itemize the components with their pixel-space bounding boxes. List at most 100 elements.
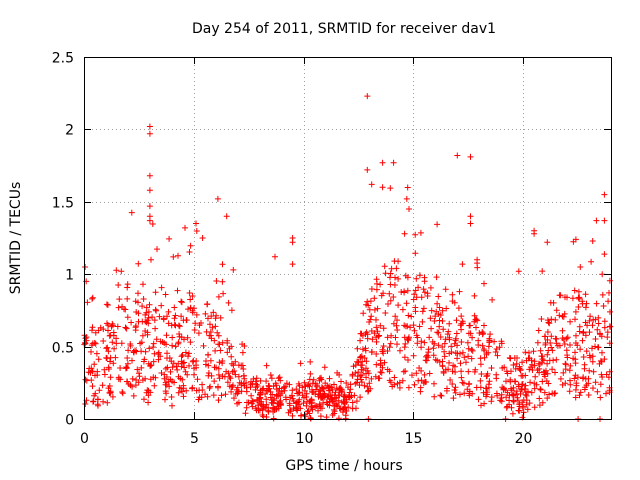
data-point [226, 373, 233, 380]
data-point [426, 334, 433, 341]
data-point [599, 374, 606, 380]
data-point [84, 299, 91, 306]
plot-frame [84, 57, 612, 420]
data-point [382, 310, 389, 316]
data-point [115, 374, 122, 381]
data-point [155, 349, 162, 356]
data-point [255, 402, 261, 409]
data-point [366, 306, 373, 313]
data-point [145, 308, 152, 315]
data-point [421, 289, 428, 296]
data-point [519, 403, 526, 410]
data-point [210, 309, 217, 316]
data-point [373, 286, 380, 293]
data-point [481, 280, 487, 287]
data-point [193, 220, 199, 227]
data-point [90, 398, 96, 405]
data-point [599, 349, 605, 356]
chart-title: Day 254 of 2011, SRMTID for receiver dav… [192, 21, 496, 37]
data-point [397, 347, 403, 354]
data-point [356, 382, 363, 389]
data-point [386, 290, 393, 297]
data-point [401, 354, 408, 361]
data-point [452, 369, 459, 375]
data-point [402, 340, 409, 347]
data-point [371, 330, 378, 337]
data-point [169, 364, 176, 371]
data-point [96, 387, 103, 394]
data-point [316, 377, 323, 384]
data-point [451, 299, 458, 306]
data-point [571, 375, 578, 382]
data-point [151, 317, 158, 324]
data-point [209, 324, 216, 331]
data-point [299, 384, 306, 391]
data-point [135, 290, 141, 297]
data-point [507, 376, 514, 383]
data-point [428, 325, 435, 332]
data-point [301, 379, 308, 386]
data-point [545, 319, 552, 326]
data-point [175, 252, 181, 259]
data-point [514, 394, 521, 401]
data-point [140, 296, 147, 302]
data-point [506, 392, 513, 399]
data-point [458, 313, 465, 320]
data-point [184, 371, 191, 378]
data-point [178, 298, 185, 305]
data-point [499, 365, 506, 371]
data-point [263, 396, 270, 403]
data-point [389, 383, 396, 390]
data-point [225, 299, 232, 306]
data-point [224, 379, 231, 386]
data-point [249, 380, 256, 387]
data-point [416, 272, 423, 279]
data-point [412, 304, 419, 311]
data-point [297, 412, 304, 419]
data-point [572, 349, 578, 356]
data-point [234, 400, 241, 407]
data-point [122, 324, 129, 331]
data-point [500, 385, 507, 392]
data-point [214, 329, 221, 336]
data-point [590, 385, 596, 392]
data-point [601, 191, 608, 198]
data-point [592, 336, 599, 342]
data-point [539, 353, 546, 360]
data-point [535, 327, 542, 334]
data-point [601, 217, 608, 224]
data-point [473, 384, 480, 391]
data-point [219, 278, 226, 285]
data-point [345, 384, 351, 391]
data-point [229, 368, 236, 375]
data-point [390, 159, 397, 166]
data-point [152, 289, 159, 296]
data-point [457, 360, 464, 367]
data-point [210, 392, 217, 399]
data-point [442, 336, 449, 343]
data-point [374, 328, 381, 335]
data-points [81, 93, 614, 422]
data-point [599, 291, 606, 298]
data-point [205, 351, 212, 358]
data-point [526, 400, 533, 407]
data-point [168, 394, 175, 400]
data-point [415, 284, 422, 291]
data-point [552, 369, 558, 376]
data-point [452, 384, 459, 391]
data-point [513, 360, 520, 367]
data-point [544, 329, 551, 335]
data-point [168, 358, 175, 365]
data-point [531, 358, 538, 365]
data-point [308, 400, 315, 407]
data-point [101, 366, 108, 373]
data-point [386, 344, 393, 351]
data-point [104, 399, 111, 406]
x-tick-label: 15 [405, 431, 423, 447]
data-point [512, 365, 519, 372]
data-point [132, 382, 139, 389]
data-point [127, 342, 134, 349]
data-point [589, 358, 596, 365]
data-point [226, 345, 233, 352]
data-point [485, 381, 492, 388]
